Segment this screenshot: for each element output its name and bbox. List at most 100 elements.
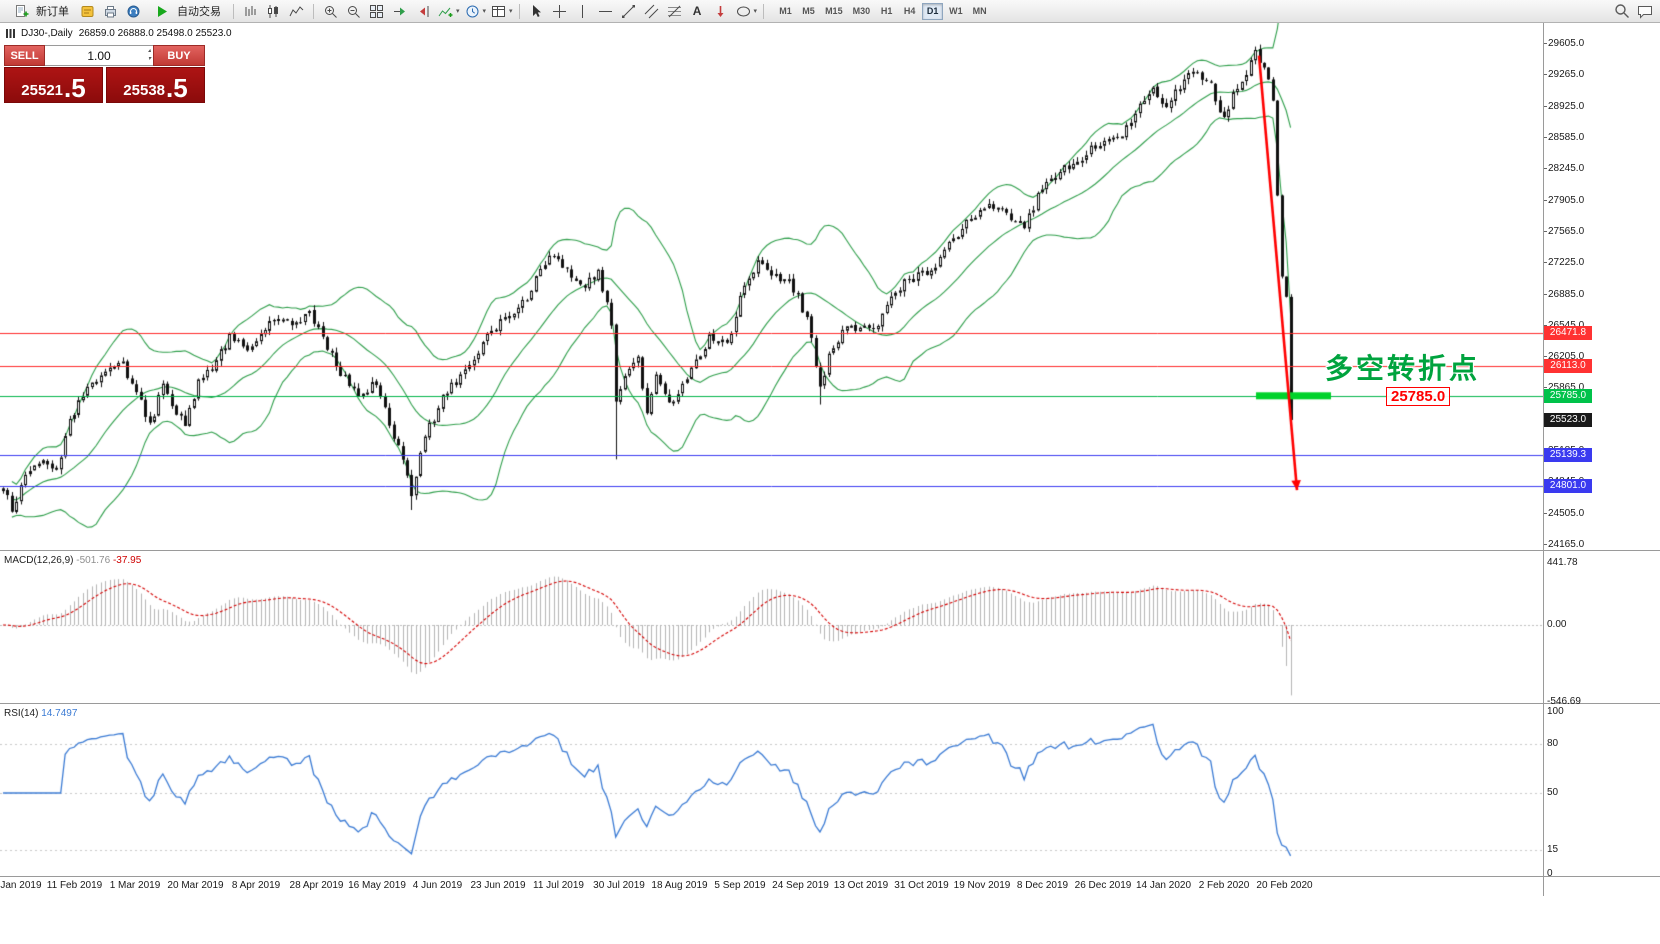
price-axis-tick: 28925.0	[1543, 100, 1585, 112]
timeframe-button-m30[interactable]: M30	[852, 6, 871, 16]
toolbar-separator	[313, 3, 314, 19]
print-icon[interactable]	[100, 2, 121, 21]
date-label: 11 Jul 2019	[533, 880, 584, 891]
timeframe-button-h4[interactable]: H4	[903, 6, 916, 16]
spinner-up-icon[interactable]: ▴	[147, 48, 151, 54]
rsi-axis-label: 0	[1547, 868, 1553, 879]
text-tool-button[interactable]: A	[692, 4, 702, 18]
one-click-trading-panel: SELL 1.00 ▴ ▾ BUY 25521.5 25538.5	[4, 45, 205, 103]
price-axis[interactable]: 29605.0 29265.0 28925.0 28585.0 28245.0 27905…	[1543, 23, 1660, 550]
new-order-label: 新订单	[36, 6, 69, 18]
timeframe-button-m5[interactable]: M5	[802, 6, 815, 16]
spinner-down-icon[interactable]: ▾	[147, 56, 151, 62]
chart-symbol-period: DJ30-,Daily	[21, 28, 73, 39]
price-axis-tick: 25865.0	[1543, 382, 1584, 394]
timeframe-button-h1[interactable]: H1	[880, 6, 893, 16]
date-label: 13 Oct 2019	[833, 880, 889, 891]
line-chart-icon[interactable]	[286, 2, 307, 21]
price-axis-tick: 29265.0	[1543, 69, 1585, 81]
price-chart-canvas[interactable]	[0, 23, 1543, 550]
time-axis[interactable]: 23 Jan 2019 11 Feb 2019 1 Mar 2019 20 Mar 2…	[0, 877, 1543, 896]
price-flag-label[interactable]: 25785.0	[1386, 387, 1451, 406]
sell-price-main: 25521	[21, 81, 64, 99]
chart-shift-icon[interactable]	[412, 2, 433, 21]
vertical-line-icon[interactable]	[572, 2, 593, 21]
crosshair-icon[interactable]	[549, 2, 570, 21]
auto-trading-button[interactable]: 自动交易	[146, 1, 227, 21]
toolbar-separator	[233, 3, 234, 19]
buy-button[interactable]: BUY	[153, 45, 205, 66]
date-label: 23 Jan 2019	[0, 880, 42, 891]
date-label: 14 Jan 2020	[1135, 880, 1192, 891]
date-label: 23 Jun 2019	[470, 880, 526, 891]
volume-stepper[interactable]: 1.00 ▴ ▾	[45, 45, 153, 66]
price-axis-border	[1543, 23, 1544, 896]
date-label: 30 Jul 2019	[593, 880, 645, 891]
date-label: 11 Feb 2019	[46, 880, 103, 891]
indicators-icon[interactable]	[435, 2, 456, 21]
shapes-tool-icon[interactable]	[733, 2, 754, 21]
shapes-caret-icon[interactable]: ▾	[753, 8, 758, 15]
date-label: 31 Oct 2019	[894, 880, 949, 891]
cursor-icon[interactable]	[526, 2, 547, 21]
macd-panel-canvas[interactable]	[0, 551, 1543, 703]
buy-price-main: 25538	[123, 81, 166, 99]
new-order-icon	[11, 2, 32, 21]
volume-value[interactable]: 1.00	[87, 48, 111, 63]
timeframe-toolbar: M1 M5 M15 M30 H1 H4 D1 W1 MN	[774, 2, 992, 20]
price-axis-badge: 25785.0	[1544, 388, 1592, 403]
date-label: 2 Feb 2020	[1198, 880, 1250, 891]
date-label: 24 Sep 2019	[772, 880, 829, 891]
trendline-icon[interactable]	[618, 2, 639, 21]
chart-mini-icon	[6, 29, 15, 38]
sell-button[interactable]: SELL	[4, 45, 45, 66]
rsi-axis-label: 50	[1547, 787, 1559, 798]
buy-price[interactable]: 25538.5	[106, 67, 205, 103]
timeframe-button-mn[interactable]: MN	[972, 6, 987, 16]
indicators-caret-icon[interactable]: ▾	[456, 8, 460, 15]
rsi-panel-canvas[interactable]	[0, 704, 1543, 876]
candlestick-chart-icon[interactable]	[263, 2, 284, 21]
toolbar-separator	[763, 3, 765, 19]
rsi-label: RSI(14) 14.7497	[4, 708, 77, 719]
panel-separator[interactable]	[0, 876, 1660, 877]
fibonacci-icon[interactable]	[664, 2, 685, 21]
zoom-in-icon[interactable]	[320, 2, 341, 21]
date-label: 1 Mar 2019	[109, 880, 161, 891]
periods-icon[interactable]	[462, 2, 483, 21]
templates-icon[interactable]	[488, 2, 509, 21]
panel-separator[interactable]	[0, 703, 1660, 704]
templates-caret-icon[interactable]: ▾	[509, 8, 513, 15]
search-icon[interactable]	[1611, 2, 1632, 21]
chart-ohlc: 26859.0 26888.0 25498.0 25523.0	[78, 28, 232, 39]
bar-chart-icon[interactable]	[240, 2, 261, 21]
zoom-out-icon[interactable]	[343, 2, 364, 21]
macd-axis-label: -546.69	[1547, 695, 1581, 707]
timeframe-button-w1[interactable]: W1	[949, 6, 963, 16]
horizontal-line-icon[interactable]	[595, 2, 616, 21]
periods-caret-icon[interactable]: ▾	[482, 8, 487, 15]
new-order-button[interactable]: 新订单	[5, 1, 75, 21]
price-axis-badge: 24801.0	[1544, 479, 1592, 494]
timeframe-button-m15[interactable]: M15	[825, 6, 843, 16]
arrows-tool-icon[interactable]	[710, 2, 731, 21]
tile-windows-icon[interactable]	[366, 2, 387, 21]
timeframe-button-d1[interactable]: D1	[922, 2, 944, 20]
timeframe-button-m1[interactable]: M1	[779, 6, 792, 16]
sell-price-big: .5	[64, 72, 86, 103]
panel-separator[interactable]	[0, 550, 1660, 551]
metaeditor-icon[interactable]	[77, 2, 98, 21]
date-label: 5 Sep 2019	[714, 880, 766, 891]
volume-spinner[interactable]: ▴ ▾	[148, 47, 151, 63]
sell-price[interactable]: 25521.5	[4, 67, 103, 103]
price-axis-tick: 29605.0	[1543, 38, 1585, 49]
rsi-axis-label: 80	[1547, 738, 1559, 750]
turning-point-annotation[interactable]: 多空转折点	[1325, 353, 1481, 384]
channel-icon[interactable]	[641, 2, 662, 21]
auto-scroll-icon[interactable]	[389, 2, 410, 21]
price-axis-tick: 24165.0	[1543, 539, 1585, 550]
chat-icon[interactable]	[1634, 2, 1655, 21]
date-label: 19 Nov 2019	[953, 880, 1011, 891]
support-icon[interactable]	[123, 2, 144, 21]
